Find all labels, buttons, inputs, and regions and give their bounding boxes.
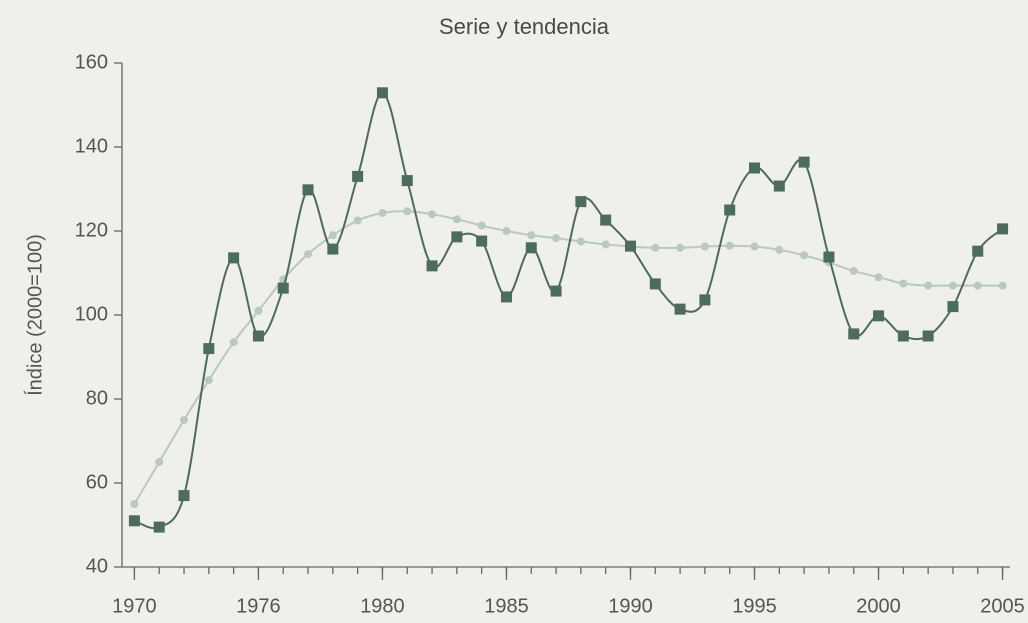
point xyxy=(428,210,437,219)
point xyxy=(426,260,438,272)
point xyxy=(130,500,139,508)
point xyxy=(724,204,736,216)
point xyxy=(600,214,612,226)
point xyxy=(848,328,860,340)
point xyxy=(998,281,1007,290)
y-tick-label: 140 xyxy=(75,135,108,157)
point xyxy=(874,273,883,282)
point xyxy=(700,242,709,251)
point xyxy=(401,175,413,187)
series-line xyxy=(134,91,1004,530)
point xyxy=(749,162,761,174)
chart-title: Serie y tendencia xyxy=(439,14,610,39)
y-tick-label: 160 xyxy=(75,51,108,73)
point xyxy=(228,252,240,264)
point xyxy=(502,227,511,235)
point xyxy=(997,223,1009,235)
x-tick-label: 1976 xyxy=(236,595,281,617)
point xyxy=(302,184,314,196)
x-tick-label: 1990 xyxy=(608,595,653,617)
y-tick-label: 100 xyxy=(75,303,108,325)
point xyxy=(277,282,289,294)
point xyxy=(500,291,512,303)
point xyxy=(128,515,140,527)
point xyxy=(254,306,263,315)
point xyxy=(155,458,164,466)
point xyxy=(451,231,463,243)
point xyxy=(651,243,660,252)
point xyxy=(153,521,165,533)
point xyxy=(378,208,387,217)
point xyxy=(328,231,337,240)
point xyxy=(476,235,488,247)
point xyxy=(948,281,957,290)
point xyxy=(527,231,536,240)
point xyxy=(973,281,982,290)
point xyxy=(178,490,190,502)
point xyxy=(252,330,264,342)
point xyxy=(353,216,362,225)
y-tick-label: 60 xyxy=(86,471,108,493)
y-tick-label: 120 xyxy=(75,219,108,241)
point xyxy=(873,310,885,322)
y-tick-label: 80 xyxy=(86,387,108,409)
x-tick-label: 1980 xyxy=(360,595,405,617)
point xyxy=(525,242,537,254)
point xyxy=(897,330,909,342)
y-axis-label: Índice (2000=100) xyxy=(23,234,46,396)
x-tick-label: 1995 xyxy=(732,595,777,617)
point xyxy=(601,240,610,249)
point xyxy=(203,343,215,355)
point xyxy=(674,303,686,315)
point xyxy=(304,250,313,259)
point xyxy=(550,285,562,297)
point xyxy=(775,245,784,254)
point xyxy=(750,242,759,251)
point xyxy=(575,196,587,208)
point xyxy=(452,215,461,224)
x-tick-label: 2000 xyxy=(856,595,901,617)
point xyxy=(922,330,934,342)
point xyxy=(725,241,734,250)
point xyxy=(773,180,785,192)
point xyxy=(352,170,364,182)
point xyxy=(899,279,908,288)
point xyxy=(924,281,933,290)
point xyxy=(376,87,388,99)
point xyxy=(823,251,835,263)
point xyxy=(327,243,339,255)
point xyxy=(676,243,685,252)
point xyxy=(800,251,809,260)
x-tick-label: 1970 xyxy=(112,595,157,617)
point xyxy=(576,237,585,246)
point xyxy=(699,294,711,306)
point xyxy=(798,156,810,168)
point xyxy=(972,245,984,257)
y-tick-label: 40 xyxy=(86,555,108,577)
x-tick-label: 2005 xyxy=(980,595,1025,617)
x-tick-label: 1985 xyxy=(484,595,529,617)
point xyxy=(180,416,189,424)
point xyxy=(649,278,661,290)
point xyxy=(849,266,858,275)
point xyxy=(552,234,561,243)
point xyxy=(477,221,486,230)
point xyxy=(403,207,412,216)
series-line xyxy=(133,210,1003,505)
point xyxy=(624,240,636,252)
point xyxy=(229,338,238,347)
point xyxy=(947,301,959,313)
point xyxy=(204,376,213,385)
